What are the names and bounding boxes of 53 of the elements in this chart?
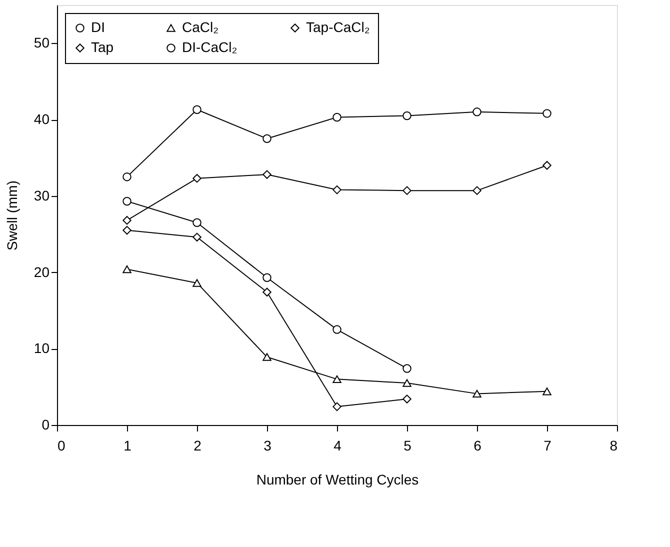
- point: [332, 112, 342, 122]
- y-axis-title: Swell (mm): [4, 180, 20, 250]
- x-tick-label: 4: [334, 438, 342, 454]
- point: [472, 186, 482, 195]
- legend-label: Tap-CaCl₂: [306, 19, 370, 35]
- point: [542, 388, 552, 396]
- x-tick-label: 1: [124, 438, 132, 454]
- point: [542, 109, 552, 118]
- y-tick-label: 0: [42, 416, 50, 432]
- point: [122, 172, 132, 182]
- point: [472, 108, 482, 116]
- x-tick-label: 8: [610, 438, 618, 454]
- point: [402, 186, 412, 195]
- point: [542, 160, 552, 170]
- point: [472, 390, 482, 398]
- point: [122, 196, 132, 206]
- point: [262, 273, 272, 282]
- point: [262, 170, 272, 179]
- y-tick-label: 50: [34, 34, 50, 51]
- x-tick-label: 0: [58, 438, 66, 454]
- point: [402, 364, 412, 373]
- point: [122, 216, 132, 225]
- point: [332, 375, 342, 384]
- point: [192, 218, 202, 227]
- point: [192, 174, 202, 183]
- point: [402, 379, 412, 387]
- y-tick-label: 20: [34, 264, 50, 280]
- y-tick-label: 30: [34, 187, 50, 204]
- point: [192, 232, 202, 242]
- legend-label: CaCl₂: [182, 19, 219, 35]
- point: [262, 353, 272, 361]
- point: [402, 394, 412, 404]
- point: [332, 325, 342, 334]
- x-tick-label: 5: [404, 438, 412, 454]
- point: [192, 105, 202, 114]
- point: [122, 226, 132, 235]
- point: [402, 111, 412, 120]
- y-tick-label: 40: [34, 111, 50, 128]
- x-tick-label: 7: [544, 438, 552, 454]
- point: [192, 279, 202, 287]
- point: [262, 134, 272, 143]
- point: [122, 265, 132, 274]
- y-tick-label: 10: [34, 340, 50, 356]
- point: [332, 185, 342, 194]
- x-tick-label: 6: [474, 438, 482, 454]
- legend-label: Tap: [91, 39, 114, 55]
- x-tick-label: 3: [264, 438, 272, 454]
- x-tick-label: 2: [194, 438, 202, 454]
- legend-label: DI-CaCl₂: [182, 39, 238, 55]
- point: [262, 288, 272, 296]
- x-axis-title: Number of Wetting Cycles: [256, 472, 419, 488]
- point: [332, 402, 342, 412]
- legend-label: DI: [91, 19, 105, 35]
